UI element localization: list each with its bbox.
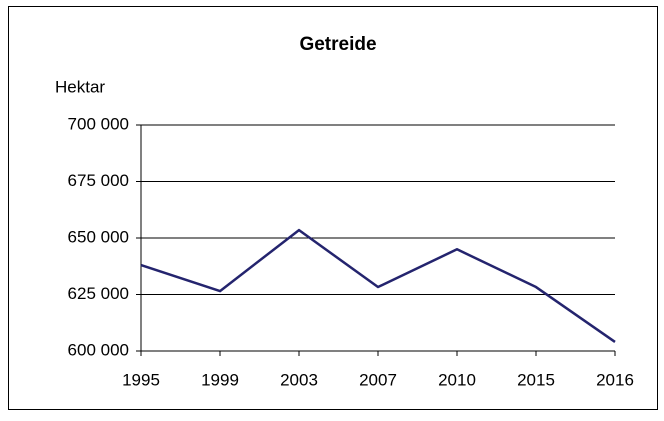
x-tick-label: 1999 [201, 370, 239, 389]
y-tick-label: 600 000 [68, 340, 129, 359]
x-tick-label: 2007 [359, 370, 397, 389]
x-tick-label: 1995 [122, 370, 160, 389]
y-tick-label: 650 000 [68, 227, 129, 246]
chart-title: Getreide [299, 34, 376, 55]
chart-border [8, 6, 658, 410]
y-tick-label: 675 000 [68, 171, 129, 190]
x-tick-label: 2003 [280, 370, 318, 389]
x-tick-label: 2015 [517, 370, 555, 389]
data-line [140, 228, 616, 343]
y-tick-label: 700 000 [68, 114, 129, 133]
y-tick-label: 625 000 [68, 284, 129, 303]
y-axis-label: Hektar [55, 77, 105, 96]
x-tick-label: 2010 [438, 370, 476, 389]
x-tick-label: 2016 [596, 370, 634, 389]
